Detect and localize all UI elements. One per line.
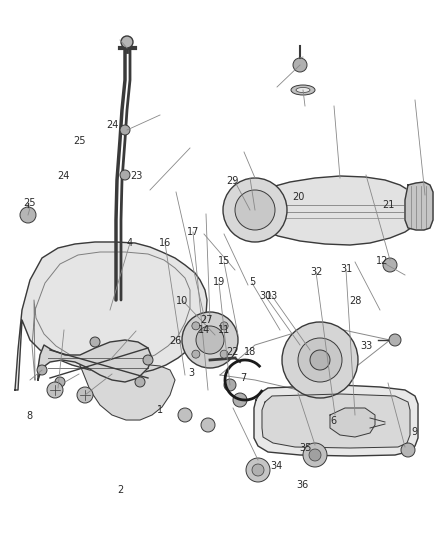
- Text: 23: 23: [130, 171, 142, 181]
- Text: 28: 28: [349, 296, 361, 306]
- Circle shape: [191, 322, 199, 330]
- Circle shape: [195, 326, 223, 354]
- Text: 13: 13: [265, 291, 278, 301]
- Text: 24: 24: [106, 120, 118, 130]
- Text: 6: 6: [330, 416, 336, 426]
- Polygon shape: [404, 182, 432, 230]
- Circle shape: [251, 464, 263, 476]
- Text: 17: 17: [187, 227, 199, 237]
- Text: 20: 20: [292, 192, 304, 202]
- Circle shape: [121, 36, 133, 48]
- Circle shape: [223, 178, 286, 242]
- Circle shape: [55, 377, 65, 387]
- Circle shape: [309, 350, 329, 370]
- Text: 26: 26: [169, 336, 181, 346]
- Circle shape: [201, 418, 215, 432]
- Text: 31: 31: [340, 264, 352, 274]
- Circle shape: [219, 322, 228, 330]
- Circle shape: [143, 355, 153, 365]
- Text: 33: 33: [360, 342, 372, 351]
- Text: 27: 27: [200, 315, 212, 325]
- Circle shape: [77, 387, 93, 403]
- Circle shape: [388, 334, 400, 346]
- Circle shape: [308, 449, 320, 461]
- Circle shape: [292, 58, 306, 72]
- Circle shape: [245, 458, 269, 482]
- Text: 15: 15: [217, 256, 230, 266]
- Ellipse shape: [295, 87, 309, 93]
- Circle shape: [234, 190, 274, 230]
- Text: 29: 29: [226, 176, 238, 186]
- Polygon shape: [329, 408, 374, 437]
- Circle shape: [120, 125, 130, 135]
- Circle shape: [90, 337, 100, 347]
- Text: 21: 21: [381, 200, 394, 210]
- Circle shape: [297, 338, 341, 382]
- Text: 11: 11: [217, 326, 230, 335]
- Ellipse shape: [290, 85, 314, 95]
- Text: 1: 1: [157, 406, 163, 415]
- Circle shape: [219, 350, 228, 358]
- Text: 36: 36: [296, 480, 308, 490]
- Text: 9: 9: [411, 427, 417, 437]
- Text: 4: 4: [126, 238, 132, 247]
- Circle shape: [233, 393, 247, 407]
- Circle shape: [281, 322, 357, 398]
- Polygon shape: [80, 364, 175, 420]
- Text: 25: 25: [73, 136, 85, 146]
- Polygon shape: [38, 340, 152, 382]
- Circle shape: [302, 443, 326, 467]
- Text: 22: 22: [226, 347, 238, 357]
- Circle shape: [382, 258, 396, 272]
- Text: 8: 8: [27, 411, 33, 421]
- Text: 12: 12: [375, 256, 387, 266]
- Circle shape: [182, 312, 237, 368]
- Circle shape: [223, 379, 236, 391]
- Circle shape: [20, 207, 36, 223]
- Circle shape: [177, 408, 191, 422]
- Circle shape: [400, 443, 414, 457]
- Circle shape: [191, 350, 199, 358]
- Text: 30: 30: [259, 291, 271, 301]
- Circle shape: [37, 365, 47, 375]
- Text: 16: 16: [158, 238, 170, 247]
- Circle shape: [47, 382, 63, 398]
- Text: 2: 2: [117, 486, 124, 495]
- Text: 19: 19: [213, 278, 225, 287]
- Polygon shape: [261, 394, 409, 448]
- Circle shape: [135, 377, 145, 387]
- Text: 3: 3: [187, 368, 194, 378]
- Polygon shape: [15, 242, 207, 390]
- Text: 24: 24: [57, 171, 70, 181]
- Text: 14: 14: [198, 326, 210, 335]
- Text: 10: 10: [176, 296, 188, 306]
- Text: 32: 32: [309, 267, 321, 277]
- Text: 7: 7: [240, 374, 246, 383]
- Circle shape: [120, 170, 130, 180]
- Text: 25: 25: [24, 198, 36, 207]
- Polygon shape: [254, 385, 417, 456]
- Text: 34: 34: [270, 462, 282, 471]
- Text: 18: 18: [244, 347, 256, 357]
- Text: 5: 5: [249, 278, 255, 287]
- Text: 35: 35: [298, 443, 311, 453]
- Polygon shape: [247, 176, 419, 245]
